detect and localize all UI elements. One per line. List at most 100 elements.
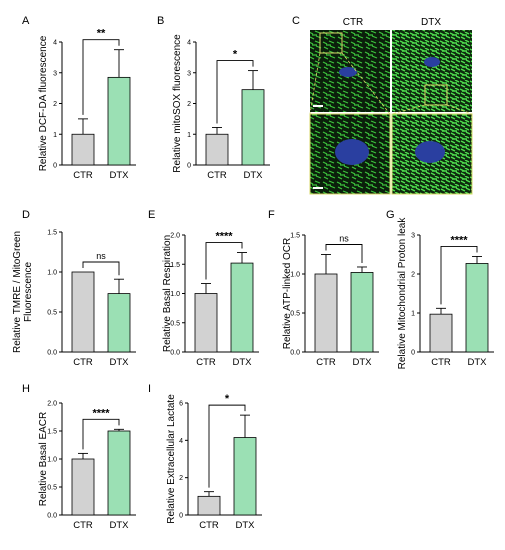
nucleus-dtx-zoom (415, 141, 445, 163)
zoom-frame-dtx (391, 113, 473, 195)
bar-ctr (194, 293, 218, 353)
bar-dtx (107, 76, 131, 166)
y-tick-label: 1.5 (170, 262, 180, 269)
y-tick-label: 0.5 (290, 311, 300, 318)
category-label: CTR (199, 520, 219, 531)
chart-panel-h: H Relative Basal EACR 0.0 0.5 1.0 1.5 2.0 CTR DT… (22, 383, 136, 531)
y-tick-label: 0.5 (170, 320, 180, 327)
significance-label: **** (450, 234, 468, 246)
panel-label: G (386, 209, 395, 221)
significance-label: ** (97, 28, 106, 40)
y-tick-label: 1.0 (290, 272, 300, 279)
col-label-dtx: DTX (421, 17, 441, 28)
y-tick-label: 2.0 (47, 401, 57, 408)
significance-label: * (233, 49, 238, 61)
bar-dtx (233, 437, 257, 516)
y-axis-label: Relative Basal Respiration (162, 235, 173, 352)
y-tick-label: 0.0 (47, 513, 57, 520)
y-tick-label: 0 (187, 163, 191, 170)
zoom-box-dtx (424, 84, 448, 106)
significance-bracket (205, 242, 243, 280)
significance-label: **** (92, 407, 110, 419)
y-tick-label: 1.5 (47, 230, 57, 237)
bar-ctr (71, 133, 95, 166)
y-axis-label: Relative Mitochondrial Proton leak (397, 217, 408, 370)
nucleus-dtx-overview (424, 57, 440, 67)
zoom-line-dtx-right (446, 104, 473, 115)
col-label-ctr: CTR (343, 17, 364, 28)
bar-charts: A Relative DCF-DA fluorescence 0 1 2 3 4 CTR DTX… (12, 15, 494, 531)
panel-label: D (22, 209, 30, 221)
y-tick-label: 2 (53, 101, 57, 108)
category-label: CTR (196, 357, 216, 368)
y-tick-label: 4 (53, 40, 57, 47)
panel-label: H (22, 383, 30, 395)
significance-bracket (208, 404, 246, 488)
significance-label: * (225, 393, 230, 405)
y-tick-label: 3 (53, 70, 57, 77)
significance-bracket (82, 261, 120, 276)
panel-label: B (157, 15, 164, 27)
y-tick-label: 4 (179, 438, 183, 445)
bar-dtx (241, 89, 265, 166)
y-tick-label: 0 (179, 513, 183, 520)
y-tick-label: 2 (411, 272, 415, 279)
y-tick-label: 1.5 (290, 233, 300, 240)
y-tick-label: 1.0 (47, 457, 57, 464)
bar-ctr (205, 133, 229, 166)
y-tick-label: 0.5 (47, 485, 57, 492)
significance-label: ns (96, 251, 106, 261)
category-label: DTX (110, 170, 130, 181)
panel-c: C CTR DTX (292, 15, 473, 195)
category-label: DTX (236, 520, 256, 531)
y-axis-label: Relative Extracellular Lactate (166, 394, 177, 524)
category-label: DTX (110, 357, 130, 368)
category-label: CTR (431, 357, 451, 368)
y-axis-label: Relative DCF-DA fluorescence (38, 35, 49, 171)
category-label: DTX (353, 357, 373, 368)
bar-ctr (71, 458, 95, 516)
micrograph-dtx-overview (392, 30, 472, 112)
zoom-frame-ctr (309, 113, 391, 195)
y-axis-label: Relative mitoSOX fluorescence (172, 34, 183, 173)
y-axis-label: Relative TMRE / MitoGreenFluorescence (12, 231, 34, 353)
y-tick-label: 1.0 (170, 291, 180, 298)
category-label: CTR (316, 357, 336, 368)
zoom-line-ctr-right (341, 52, 391, 115)
significance-bracket (216, 60, 254, 124)
chart-panel-b: B Relative mitoSOX fluorescence 0 1 2 3 4 CTR DT… (157, 15, 270, 181)
panel-label: A (22, 15, 30, 27)
category-label: DTX (244, 170, 264, 181)
nucleus-ctr-overview (339, 67, 357, 77)
category-label: DTX (468, 357, 488, 368)
y-tick-label: 1.0 (47, 270, 57, 277)
significance-label: ns (339, 234, 349, 244)
y-tick-label: 4 (187, 40, 191, 47)
significance-bracket (325, 244, 363, 263)
y-tick-label: 6 (179, 401, 183, 408)
panel-c-label: C (292, 15, 300, 27)
category-label: DTX (233, 357, 253, 368)
significance-label: **** (215, 231, 233, 243)
category-label: CTR (207, 170, 227, 181)
panel-label: I (148, 383, 151, 395)
chart-panel-d: D Relative TMRE / MitoGreenFluorescence 0.… (12, 209, 136, 368)
bar-dtx (107, 430, 131, 516)
bar-dtx (465, 263, 489, 353)
nucleus-ctr-zoom (335, 139, 369, 165)
category-label: CTR (73, 520, 93, 531)
significance-bracket (82, 39, 120, 115)
bar-ctr (71, 271, 95, 353)
bar-dtx (107, 293, 131, 353)
bar-dtx (350, 272, 374, 353)
y-tick-label: 0.5 (47, 310, 57, 317)
chart-panel-i: I Relative Extracellular Lactate 0 2 4 6 CTR DT… (148, 383, 262, 531)
y-tick-label: 1 (187, 132, 191, 139)
zoom-line-ctr-left (309, 52, 321, 115)
bar-ctr (429, 313, 453, 353)
zoom-box-ctr (319, 32, 343, 54)
